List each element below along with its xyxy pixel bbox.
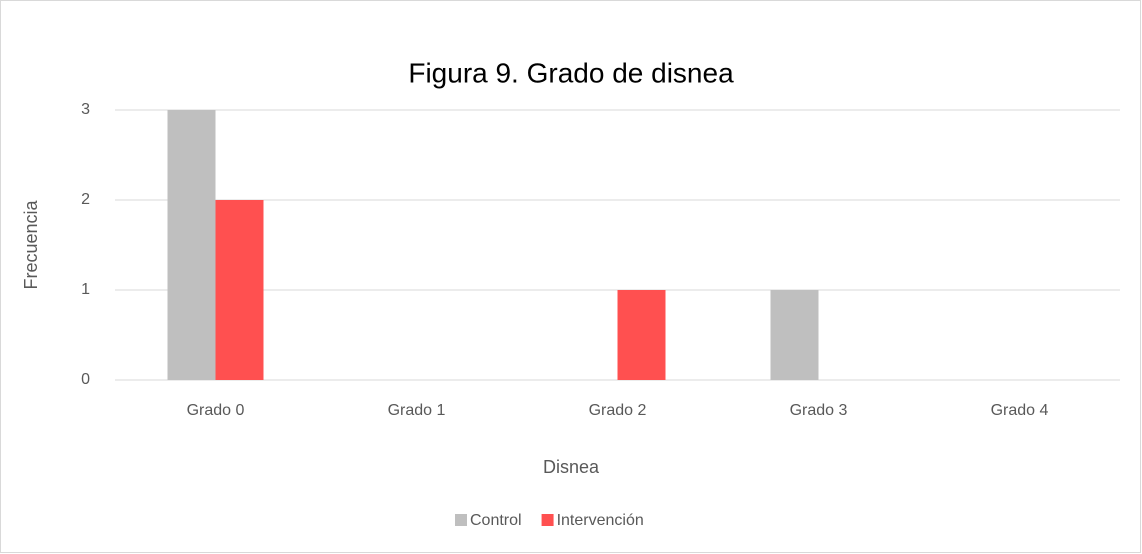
legend-swatch xyxy=(455,514,467,526)
legend-label: Intervención xyxy=(557,512,644,529)
y-axis-label: Frecuencia xyxy=(21,199,41,289)
bar xyxy=(167,110,216,380)
y-tick-label: 2 xyxy=(81,191,90,208)
bar xyxy=(770,290,819,380)
x-tick-label: Grado 2 xyxy=(589,402,647,419)
y-tick-label: 3 xyxy=(81,101,90,118)
y-tick-label: 0 xyxy=(81,371,90,388)
x-tick-label: Grado 3 xyxy=(790,402,848,419)
x-tick-label: Grado 4 xyxy=(991,402,1049,419)
legend-label: Control xyxy=(470,512,522,529)
chart-title: Figura 9. Grado de disnea xyxy=(408,57,734,88)
y-tick-label: 1 xyxy=(81,281,90,298)
bar xyxy=(617,290,666,380)
bar xyxy=(215,200,264,380)
legend-swatch xyxy=(541,514,554,526)
x-axis-label: Disnea xyxy=(543,457,600,477)
x-tick-label: Grado 0 xyxy=(187,402,245,419)
x-tick-label: Grado 1 xyxy=(388,402,446,419)
